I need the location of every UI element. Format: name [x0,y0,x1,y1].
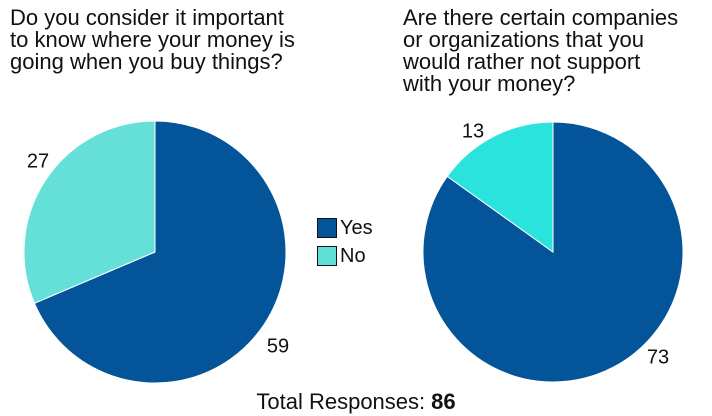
legend: Yes No [317,214,373,270]
chart-1-value-label-yes: 59 [267,335,289,357]
legend-item-yes: Yes [317,214,373,242]
total-responses: Total Responses: 86 [0,389,712,415]
chart-2-slice-no [446,121,554,253]
legend-label-yes: Yes [340,217,373,239]
total-responses-label: Total Responses: [256,389,426,414]
chart-2-value-label-no: 13 [462,120,484,142]
total-responses-count: 86 [431,389,456,414]
chart-2-question: Are there certain companies or organizat… [403,5,679,96]
chart-1-question: Do you consider it important to know whe… [10,5,295,74]
legend-label-no: No [340,245,366,267]
legend-item-no: No [317,242,373,270]
chart-1-slice-no [23,120,156,304]
legend-swatch-yes [317,218,337,238]
chart-1-slice-yes [33,120,287,384]
chart-1-value-label-no: 27 [27,150,49,172]
legend-swatch-no [317,246,337,266]
chart-2-value-label-yes: 73 [647,346,669,368]
